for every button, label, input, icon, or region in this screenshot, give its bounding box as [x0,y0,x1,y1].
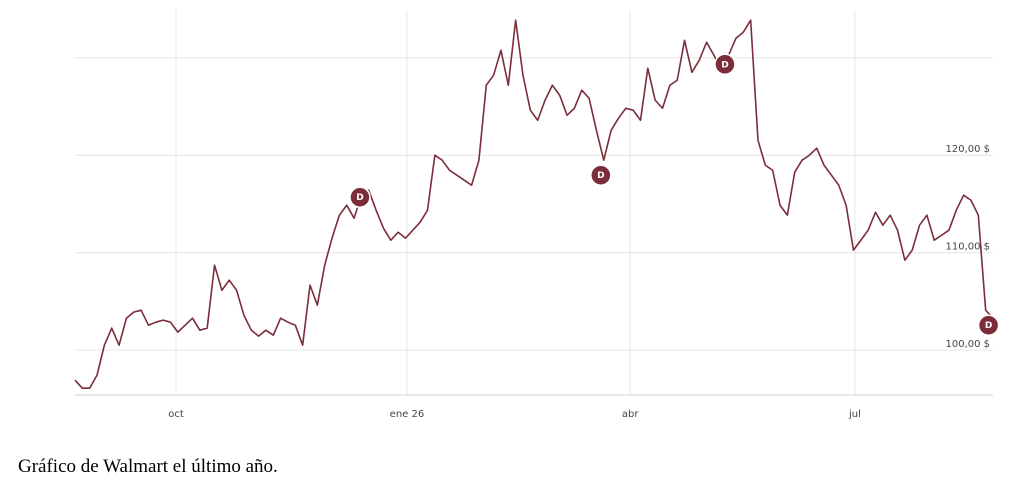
dividend-marker: D [714,53,736,76]
dividend-label: D [985,321,992,331]
dividend-dot [977,314,1000,336]
dividend-label: D [597,171,604,181]
dividend-dot [590,164,612,186]
dividend-marker: D [977,314,1000,336]
y-tick-label: 110,00 $ [945,242,990,253]
caption: Gráfico de Walmart el último año. [18,456,278,477]
dividend-marker: D [590,164,612,186]
chart: oct ene 26 abr jul 100,00 $ 110,00 $ 120,00 $ D… [74,10,1000,420]
dividend-dot [714,53,736,76]
x-tick-label: ene 26 [390,409,425,420]
dividend-marker: D [349,186,371,208]
dividend-label: D [356,193,363,203]
x-tick-label: abr [622,409,639,420]
dividend-label: D [721,60,728,70]
price-line [74,19,994,389]
x-tick-label: jul [848,409,861,420]
dividend-dot [349,186,371,208]
y-tick-label: 120,00 $ [945,144,990,155]
x-tick-label: oct [168,409,184,420]
y-tick-label: 100,00 $ [945,339,990,350]
